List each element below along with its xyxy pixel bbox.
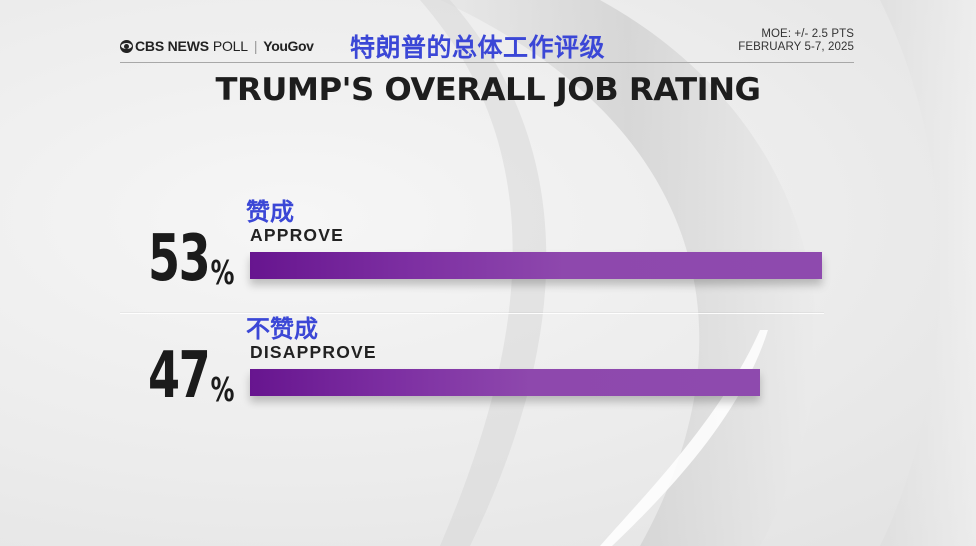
brand-partner: YouGov [263, 38, 314, 54]
margin-of-error: MOE: +/- 2.5 PTS [761, 28, 854, 40]
cbs-eye-icon [120, 39, 133, 53]
label-english: APPROVE [250, 225, 344, 245]
bar-row-disapprove: 47 % 不赞成 DISAPPROVE [148, 309, 828, 419]
header-bar: CBS NEWS POLL | YouGov 特朗普的总体工作评级 MOE: +… [120, 26, 854, 63]
brand-poll: POLL [212, 38, 248, 54]
brand-separator: | [253, 38, 258, 54]
poll-meta: MOE: +/- 2.5 PTS FEBRUARY 5-7, 2025 [738, 28, 854, 54]
label-english: DISAPPROVE [250, 342, 377, 362]
row-divider [120, 313, 824, 314]
label-chinese: 赞成 [246, 198, 294, 226]
brand-cbs: CBS NEWS [135, 38, 209, 54]
percent-value: 53 % [148, 222, 235, 296]
percent-value: 47 % [148, 339, 235, 413]
poll-date: FEBRUARY 5-7, 2025 [738, 41, 854, 53]
percent-sign: % [210, 253, 235, 292]
brand-logo: CBS NEWS POLL | YouGov [120, 38, 314, 54]
label-chinese: 不赞成 [246, 315, 318, 343]
chinese-title: 特朗普的总体工作评级 [350, 33, 606, 62]
bar-row-approve: 53 % 赞成 APPROVE [148, 192, 828, 302]
bar-approve [250, 252, 822, 279]
chart-title: TRUMP'S OVERALL JOB RATING [215, 72, 761, 108]
percent-sign: % [210, 370, 235, 409]
percent-number: 47 [148, 339, 211, 413]
bar-disapprove [250, 369, 760, 396]
percent-number: 53 [148, 222, 211, 296]
